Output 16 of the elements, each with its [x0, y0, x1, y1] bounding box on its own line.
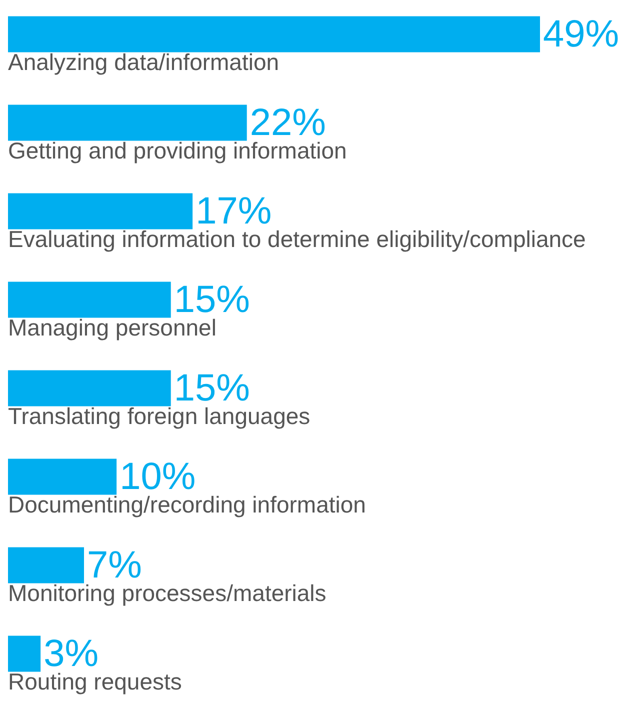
bar: [8, 104, 247, 141]
y-tick-label: Documenting/recording information: [8, 492, 366, 518]
bar: [8, 370, 171, 406]
data-label: 49%: [543, 13, 620, 56]
bar: [8, 193, 193, 230]
bar: [8, 636, 41, 672]
y-tick-label: Evaluating information to determine eligibility/compliance: [8, 226, 586, 252]
bar: [8, 282, 171, 318]
y-tick-label: Getting and providing information: [8, 138, 347, 164]
bar: [8, 16, 540, 52]
bar: [8, 458, 117, 495]
y-tick-label: Analyzing data/information: [8, 49, 280, 75]
y-tick-label: Routing requests: [8, 668, 182, 694]
y-tick-label: Translating foreign languages: [8, 403, 310, 429]
y-tick-label: Managing personnel: [8, 314, 216, 340]
bar: [8, 547, 84, 584]
